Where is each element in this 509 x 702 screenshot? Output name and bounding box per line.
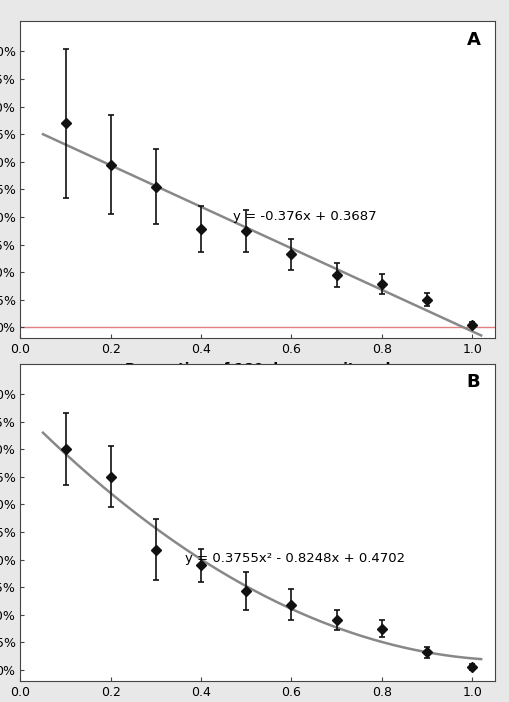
Text: y = -0.376x + 0.3687: y = -0.376x + 0.3687 [233,210,376,223]
Text: A: A [466,31,479,48]
Text: B: B [466,373,479,391]
Text: y = 0.3755x² - 0.8248x + 0.4702: y = 0.3755x² - 0.8248x + 0.4702 [185,552,405,565]
X-axis label: Proportion of 180 days monitored: Proportion of 180 days monitored [125,362,389,376]
